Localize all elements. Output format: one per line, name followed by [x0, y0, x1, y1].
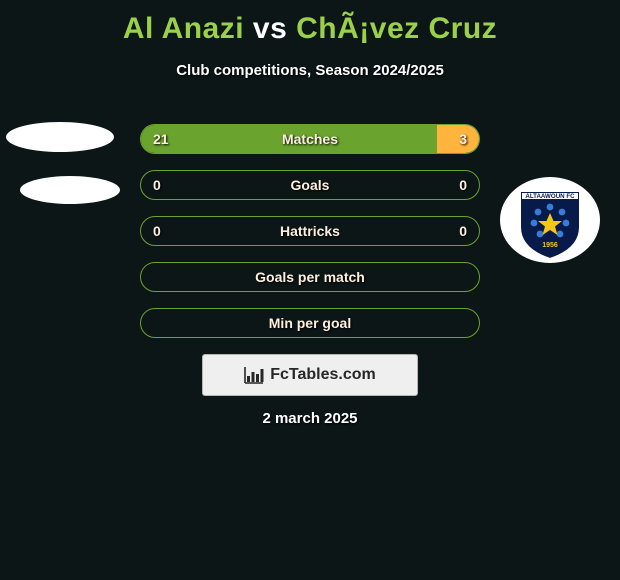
club-badge: ALTAAWOUN FC 1956	[500, 177, 600, 263]
subtitle: Club competitions, Season 2024/2025	[0, 62, 620, 79]
stats-chart: Matches213Goals00Hattricks00Goals per ma…	[140, 124, 480, 354]
badge-club-name: ALTAAWOUN FC	[525, 193, 575, 200]
page-title: Al Anazi vs ChÃ¡vez Cruz	[0, 0, 620, 46]
bars-icon	[244, 366, 264, 384]
placeholder-oval-2	[20, 176, 120, 204]
stat-row: Min per goal	[140, 308, 480, 338]
stat-value-right: 3	[459, 125, 467, 153]
stat-label: Matches	[141, 125, 479, 153]
badge-year: 1956	[542, 242, 558, 249]
stat-row: Hattricks0 0	[140, 216, 480, 246]
stat-label: Goals per match	[141, 263, 479, 291]
stat-value-left: 0	[153, 171, 161, 199]
stat-label: Hattricks	[141, 217, 479, 245]
title-player2: ChÃ¡vez Cruz	[296, 12, 497, 45]
footer-brand-text: FcTables.com	[270, 366, 376, 384]
title-vs: vs	[253, 12, 287, 45]
stat-label: Min per goal	[141, 309, 479, 337]
stat-value-right: 0	[459, 171, 467, 199]
stat-row: Matches21 3	[140, 124, 480, 154]
stat-row: Goals0 0	[140, 170, 480, 200]
stat-value-left: 21	[153, 125, 169, 153]
stat-row: Goals per match	[140, 262, 480, 292]
stat-value-left: 0	[153, 217, 161, 245]
title-player1: Al Anazi	[123, 12, 244, 45]
footer-brand: FcTables.com	[202, 354, 418, 396]
stat-value-right: 0	[459, 217, 467, 245]
footer-date: 2 march 2025	[0, 410, 620, 427]
stat-label: Goals	[141, 171, 479, 199]
placeholder-oval-1	[6, 122, 114, 152]
